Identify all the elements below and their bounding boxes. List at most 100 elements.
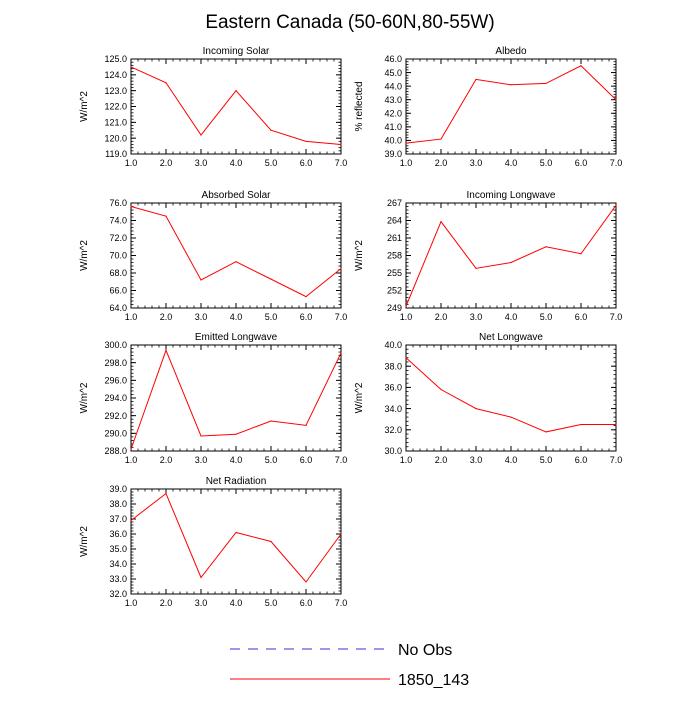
panel-title: Incoming Solar [203, 46, 270, 57]
data-point [200, 435, 202, 437]
y-tick-label: 41.0 [384, 122, 402, 132]
x-tick-label: 1.0 [400, 158, 413, 168]
data-point [340, 352, 342, 354]
series-line-1850-143 [405, 357, 616, 433]
data-point [510, 261, 512, 264]
data-point [580, 253, 582, 255]
data-point [130, 205, 132, 208]
panels: 1.0 2.0 3.0 4.0 5.0 6.0 7.0 119.0 120.0 121.0 122.… [79, 46, 622, 608]
x-tick-label: 2.0 [160, 312, 173, 322]
series-line-1850-143 [130, 206, 342, 298]
y-tick-label: 38.0 [384, 361, 402, 371]
y-tick-label: 267 [387, 198, 402, 208]
y-tick-label: 40.0 [384, 340, 402, 350]
plot-frame [405, 344, 617, 452]
series-line-1850-143 [130, 492, 342, 583]
x-tick-label: 3.0 [195, 598, 208, 608]
data-point [545, 82, 547, 85]
y-tick-label: 290.0 [104, 429, 127, 439]
y-tick-label: 255 [387, 268, 402, 278]
data-point [305, 140, 307, 142]
plot-frame [130, 202, 342, 309]
data-point [165, 349, 167, 351]
x-tick-label: 6.0 [300, 598, 313, 608]
x-tick-label: 3.0 [195, 312, 208, 322]
y-tick-label: 39.0 [384, 149, 402, 159]
x-tick-label: 6.0 [575, 158, 588, 168]
y-tick-label: 43.0 [384, 95, 402, 105]
panel-albedo: 1.0 2.0 3.0 4.0 5.0 6.0 7.0 39.0 40.0 41.0 42.0 43.… [354, 46, 622, 168]
x-tick-label: 5.0 [265, 598, 278, 608]
data-point [235, 261, 237, 263]
x-tick-label: 4.0 [505, 312, 518, 322]
panel-net-longwave: 1.0 2.0 3.0 4.0 5.0 6.0 7.0 30.0 32.0 34.0 36.0 38.… [354, 332, 622, 465]
y-tick-label: 45.0 [384, 68, 402, 78]
data-point [580, 423, 582, 426]
y-tick-label: 252 [387, 286, 402, 296]
y-tick-label: 300.0 [104, 340, 127, 350]
y-tick-label: 37.0 [109, 514, 127, 524]
panel-title: Albedo [495, 46, 527, 57]
y-tick-label: 120.0 [104, 133, 127, 143]
data-point [130, 448, 132, 450]
data-point [270, 278, 272, 280]
x-tick-label: 7.0 [335, 455, 348, 465]
series-line-1850-143 [405, 205, 617, 307]
x-tick-label: 3.0 [470, 312, 483, 322]
y-tick-label: 34.0 [384, 404, 402, 414]
y-tick-label: 66.0 [109, 286, 127, 296]
y-axis-label: W/m^2 [354, 240, 365, 271]
y-tick-label: 36.0 [384, 383, 402, 393]
data-point [440, 138, 442, 140]
y-tick-label: 125.0 [104, 54, 127, 64]
y-tick-label: 249 [387, 303, 402, 313]
data-point [200, 279, 202, 281]
x-tick-label: 2.0 [160, 455, 173, 465]
series-line-1850-143 [130, 66, 342, 145]
plot-frame [130, 58, 342, 155]
x-tick-label: 6.0 [575, 312, 588, 322]
data-point [235, 90, 237, 92]
x-tick-label: 2.0 [160, 598, 173, 608]
data-point [580, 65, 582, 67]
panel-absorbed-solar: 1.0 2.0 3.0 4.0 5.0 6.0 7.0 64.0 66.0 68.0 70.0 72.… [79, 190, 347, 322]
x-tick-label: 7.0 [610, 455, 623, 465]
x-tick-label: 6.0 [300, 312, 313, 322]
x-tick-label: 7.0 [335, 598, 348, 608]
x-tick-label: 6.0 [575, 455, 588, 465]
x-tick-label: 1.0 [125, 598, 138, 608]
x-tick-label: 3.0 [195, 158, 208, 168]
x-tick-label: 4.0 [230, 455, 243, 465]
y-tick-label: 30.0 [384, 446, 402, 456]
data-point [270, 420, 272, 422]
y-tick-label: 123.0 [104, 86, 127, 96]
data-point [405, 305, 407, 307]
y-tick-label: 298.0 [104, 358, 127, 368]
x-tick-label: 4.0 [230, 158, 243, 168]
panel-incoming-solar: 1.0 2.0 3.0 4.0 5.0 6.0 7.0 119.0 120.0 121.0 122.… [79, 46, 347, 168]
panel-title: Incoming Longwave [467, 190, 556, 201]
y-tick-label: 74.0 [109, 216, 127, 226]
x-tick-label: 2.0 [435, 455, 448, 465]
panel-title: Net Longwave [479, 332, 543, 343]
data-point [235, 433, 237, 435]
x-tick-label: 3.0 [470, 158, 483, 168]
y-tick-label: 39.0 [109, 484, 127, 494]
y-tick-label: 264 [387, 216, 402, 226]
x-tick-label: 1.0 [400, 455, 413, 465]
y-tick-label: 32.0 [384, 425, 402, 435]
plot-frame [405, 202, 617, 309]
y-tick-label: 70.0 [109, 251, 127, 261]
y-tick-label: 64.0 [109, 303, 127, 313]
x-tick-label: 7.0 [610, 312, 623, 322]
y-tick-label: 68.0 [109, 268, 127, 278]
data-point [130, 66, 132, 68]
y-tick-label: 121.0 [104, 118, 127, 128]
x-tick-label: 2.0 [160, 158, 173, 168]
y-tick-label: 40.0 [384, 136, 402, 146]
x-tick-label: 7.0 [335, 158, 348, 168]
y-axis-label: W/m^2 [79, 240, 90, 271]
x-tick-label: 4.0 [230, 312, 243, 322]
x-tick-label: 4.0 [230, 598, 243, 608]
